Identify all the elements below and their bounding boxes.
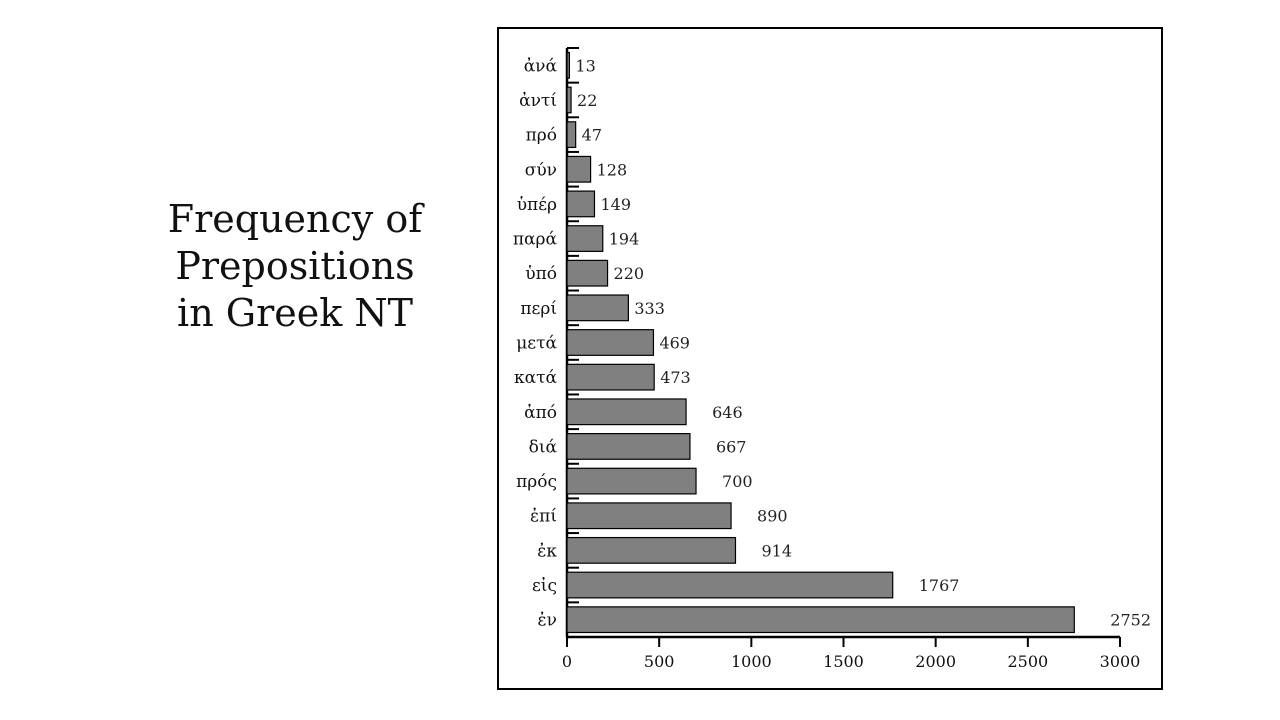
bar — [566, 51, 570, 79]
category-label: ὑπό — [525, 264, 557, 284]
value-label: 914 — [761, 541, 792, 560]
value-label: 2752 — [1110, 611, 1151, 630]
bar — [566, 190, 596, 218]
category-label: πρό — [526, 126, 557, 146]
category-label: διά — [529, 437, 558, 457]
bar — [566, 363, 655, 391]
category-label: παρά — [513, 230, 558, 250]
value-label: 194 — [609, 230, 640, 249]
slide-title: Frequency of Prepositions in Greek NT — [150, 196, 440, 337]
bar — [566, 121, 577, 149]
value-label: 1767 — [919, 576, 960, 595]
bar — [566, 259, 609, 287]
category-label: ἐκ — [537, 541, 557, 561]
bar-chart: ἀνά 13 ἀντί 22 πρό 47 σύν 128 ὑπέρ 149 παρά 194 ὑπό 2… — [513, 47, 1151, 671]
value-label: 469 — [659, 334, 690, 353]
category-label: μετά — [516, 334, 557, 354]
bar — [566, 606, 1075, 634]
value-label: 646 — [712, 403, 743, 422]
bar — [566, 467, 697, 495]
x-tick-label: 500 — [644, 652, 675, 671]
category-label: ἀνά — [524, 56, 558, 76]
x-tick-label: 3000 — [1100, 652, 1141, 671]
value-label: 22 — [577, 91, 597, 110]
category-label: περί — [520, 299, 557, 319]
bar — [566, 329, 655, 356]
bar — [566, 571, 894, 599]
category-label: σύν — [525, 160, 557, 180]
slide-title-line-3: in Greek NT — [177, 291, 413, 335]
value-label: 333 — [634, 299, 665, 318]
category-label: ἐπί — [530, 507, 557, 527]
bar — [566, 398, 687, 426]
x-tick-label: 2500 — [1007, 652, 1048, 671]
slide-title-line-1: Frequency of — [167, 197, 423, 241]
chart-frame: ἀνά 13 ἀντί 22 πρό 47 σύν 128 ὑπέρ 149 παρά 194 ὑπό 2… — [497, 27, 1163, 690]
x-tick-label: 1500 — [823, 652, 864, 671]
value-label: 473 — [660, 368, 691, 387]
value-label: 149 — [600, 195, 631, 214]
bar — [566, 502, 732, 530]
bar — [566, 433, 691, 460]
category-label: ἐν — [538, 611, 557, 631]
category-label: ἀπό — [524, 403, 557, 423]
bar — [566, 536, 737, 564]
bar — [566, 225, 604, 252]
bar — [566, 155, 592, 183]
category-label: ὑπέρ — [517, 195, 557, 215]
category-label: ἀντί — [519, 91, 557, 111]
bar — [566, 294, 629, 322]
x-tick-label: 2000 — [915, 652, 956, 671]
value-label: 667 — [716, 437, 747, 456]
category-label: κατά — [514, 368, 558, 388]
category-label: εἰς — [532, 576, 557, 596]
slide-title-line-2: Prepositions — [175, 244, 415, 288]
x-tick-label: 0 — [562, 652, 572, 671]
value-label: 220 — [614, 264, 645, 283]
value-label: 700 — [722, 472, 753, 491]
category-label: πρός — [516, 472, 557, 492]
value-label: 128 — [597, 160, 628, 179]
bar — [566, 86, 572, 114]
value-label: 47 — [582, 126, 602, 145]
value-label: 13 — [575, 56, 595, 75]
value-label: 890 — [757, 507, 788, 526]
x-tick-label: 1000 — [731, 652, 772, 671]
